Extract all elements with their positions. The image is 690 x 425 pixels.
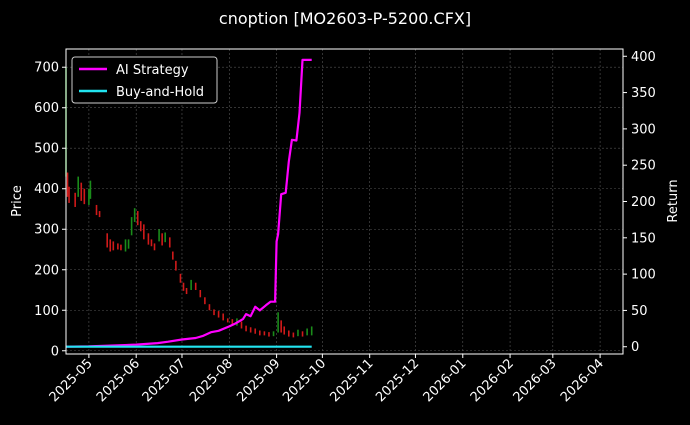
y-right-tick-label: 250 — [631, 159, 656, 174]
y-right-tick-label: 100 — [631, 268, 656, 283]
line-layer — [65, 58, 312, 348]
y-left-tick-label: 300 — [34, 223, 59, 238]
y-axis-right-label: Return — [666, 179, 681, 222]
chart-title: cnoption [MO2603-P-5200.CFX] — [219, 9, 471, 28]
y-left-tick-label: 100 — [34, 304, 59, 319]
y-left-tick-label: 500 — [34, 142, 59, 157]
y-left-tick-label: 0 — [51, 344, 59, 359]
y-right-tick-label: 300 — [631, 122, 656, 137]
y-left-tick-label: 600 — [34, 101, 59, 116]
y-right-tick-label: 150 — [631, 231, 656, 246]
y-right-tick-label: 400 — [631, 50, 656, 65]
legend: AI Strategy Buy-and-Hold — [71, 56, 218, 104]
y-left-tick-label: 200 — [34, 263, 59, 278]
y-right-tick-label: 350 — [631, 86, 656, 101]
y-left-tick-label: 700 — [34, 61, 59, 76]
ai-strategy-line — [65, 58, 312, 348]
y-axis-left-label: Price — [10, 185, 25, 217]
y-right-tick-label: 50 — [631, 304, 648, 319]
y-left-tick-label: 400 — [34, 182, 59, 197]
legend-label-ai-strategy: AI Strategy — [116, 63, 189, 78]
y-right-tick-label: 0 — [631, 340, 639, 355]
legend-box — [71, 56, 218, 104]
legend-label-buy-and-hold: Buy-and-Hold — [116, 85, 204, 100]
y-right-tick-label: 200 — [631, 195, 656, 210]
